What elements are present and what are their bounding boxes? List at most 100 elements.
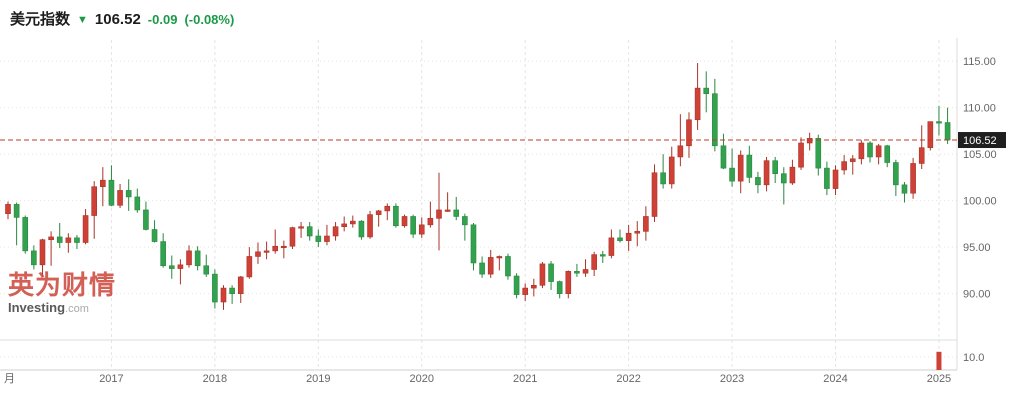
- candle[interactable]: [255, 251, 261, 257]
- candle[interactable]: [875, 145, 882, 158]
- candle[interactable]: [143, 209, 149, 230]
- candle[interactable]: [436, 209, 442, 219]
- candle[interactable]: [401, 216, 408, 227]
- candle[interactable]: [556, 281, 563, 294]
- candle[interactable]: [272, 245, 279, 252]
- candle[interactable]: [737, 154, 744, 182]
- candle[interactable]: [824, 167, 830, 189]
- candle[interactable]: [927, 121, 934, 148]
- candle[interactable]: [539, 263, 546, 286]
- candle[interactable]: [410, 216, 416, 235]
- candle[interactable]: [608, 237, 615, 256]
- candle[interactable]: [625, 232, 632, 241]
- candle[interactable]: [712, 93, 718, 147]
- chart-area[interactable]: 115.00 110.00 105.00 100.00 95.00 90.00 2017 20…: [0, 30, 1030, 404]
- candle[interactable]: [108, 179, 115, 206]
- candle[interactable]: [453, 209, 460, 217]
- candle[interactable]: [694, 87, 701, 121]
- candle[interactable]: [82, 215, 89, 243]
- candle[interactable]: [177, 264, 184, 269]
- candle[interactable]: [56, 236, 63, 243]
- candle[interactable]: [772, 160, 778, 174]
- candle[interactable]: [384, 205, 391, 212]
- candle[interactable]: [186, 250, 192, 266]
- candle[interactable]: [746, 154, 753, 178]
- candle[interactable]: [229, 287, 235, 294]
- candle[interactable]: [39, 239, 46, 266]
- candle[interactable]: [651, 172, 658, 217]
- candle[interactable]: [117, 190, 123, 206]
- candle[interactable]: [281, 245, 287, 249]
- candle[interactable]: [496, 256, 503, 259]
- candle[interactable]: [780, 173, 787, 184]
- candle[interactable]: [918, 147, 925, 164]
- candle[interactable]: [513, 275, 520, 295]
- candle[interactable]: [479, 262, 485, 275]
- candle[interactable]: [522, 287, 529, 295]
- candle[interactable]: [358, 220, 365, 238]
- candle[interactable]: [901, 184, 908, 194]
- candle[interactable]: [168, 265, 175, 269]
- candle[interactable]: [548, 263, 554, 282]
- candle[interactable]: [936, 121, 942, 124]
- candle[interactable]: [582, 269, 589, 274]
- candle[interactable]: [375, 210, 382, 215]
- candle[interactable]: [160, 241, 166, 267]
- candle[interactable]: [367, 214, 373, 238]
- candle[interactable]: [841, 161, 847, 171]
- candle[interactable]: [427, 218, 434, 226]
- candle[interactable]: [617, 237, 623, 241]
- candle[interactable]: [194, 250, 201, 267]
- candle[interactable]: [393, 205, 399, 227]
- candle[interactable]: [884, 145, 891, 163]
- candle[interactable]: [315, 235, 322, 242]
- candle[interactable]: [729, 167, 735, 182]
- candle[interactable]: [531, 284, 537, 289]
- candle[interactable]: [332, 226, 339, 237]
- candle[interactable]: [720, 145, 727, 169]
- candle[interactable]: [668, 156, 675, 185]
- candle[interactable]: [31, 250, 37, 266]
- candle[interactable]: [832, 169, 839, 189]
- candle[interactable]: [65, 237, 72, 243]
- candle[interactable]: [763, 160, 770, 186]
- candle[interactable]: [815, 138, 822, 169]
- candle[interactable]: [505, 256, 511, 277]
- candle[interactable]: [100, 179, 106, 188]
- candle[interactable]: [5, 204, 11, 214]
- candle[interactable]: [634, 231, 641, 234]
- candle[interactable]: [418, 224, 425, 235]
- candle[interactable]: [324, 235, 330, 242]
- candle[interactable]: [858, 142, 865, 160]
- candle[interactable]: [444, 209, 451, 212]
- candle[interactable]: [798, 142, 804, 168]
- candle[interactable]: [341, 223, 347, 228]
- candle[interactable]: [91, 186, 97, 216]
- candle[interactable]: [151, 229, 158, 242]
- candle[interactable]: [599, 254, 606, 257]
- candles-layer[interactable]: [5, 63, 951, 310]
- candle[interactable]: [462, 216, 468, 226]
- candle[interactable]: [48, 236, 54, 241]
- candle[interactable]: [789, 166, 796, 184]
- candle[interactable]: [203, 265, 210, 275]
- candle[interactable]: [893, 162, 899, 186]
- candle[interactable]: [13, 204, 20, 218]
- candle[interactable]: [220, 287, 227, 303]
- candle[interactable]: [487, 257, 494, 275]
- candle[interactable]: [565, 271, 572, 294]
- candle[interactable]: [677, 145, 684, 158]
- candle[interactable]: [74, 237, 80, 243]
- candle[interactable]: [849, 158, 856, 162]
- candlestick-chart[interactable]: 115.00 110.00 105.00 100.00 95.00 90.00 2017 20…: [0, 30, 1030, 404]
- candle[interactable]: [591, 254, 597, 270]
- candle[interactable]: [125, 190, 132, 198]
- candle[interactable]: [910, 163, 916, 194]
- candle[interactable]: [298, 226, 304, 229]
- candle[interactable]: [643, 216, 649, 232]
- candle[interactable]: [755, 177, 761, 186]
- candle[interactable]: [660, 172, 666, 185]
- candle[interactable]: [686, 119, 692, 147]
- candle[interactable]: [263, 250, 270, 253]
- candle[interactable]: [349, 220, 356, 225]
